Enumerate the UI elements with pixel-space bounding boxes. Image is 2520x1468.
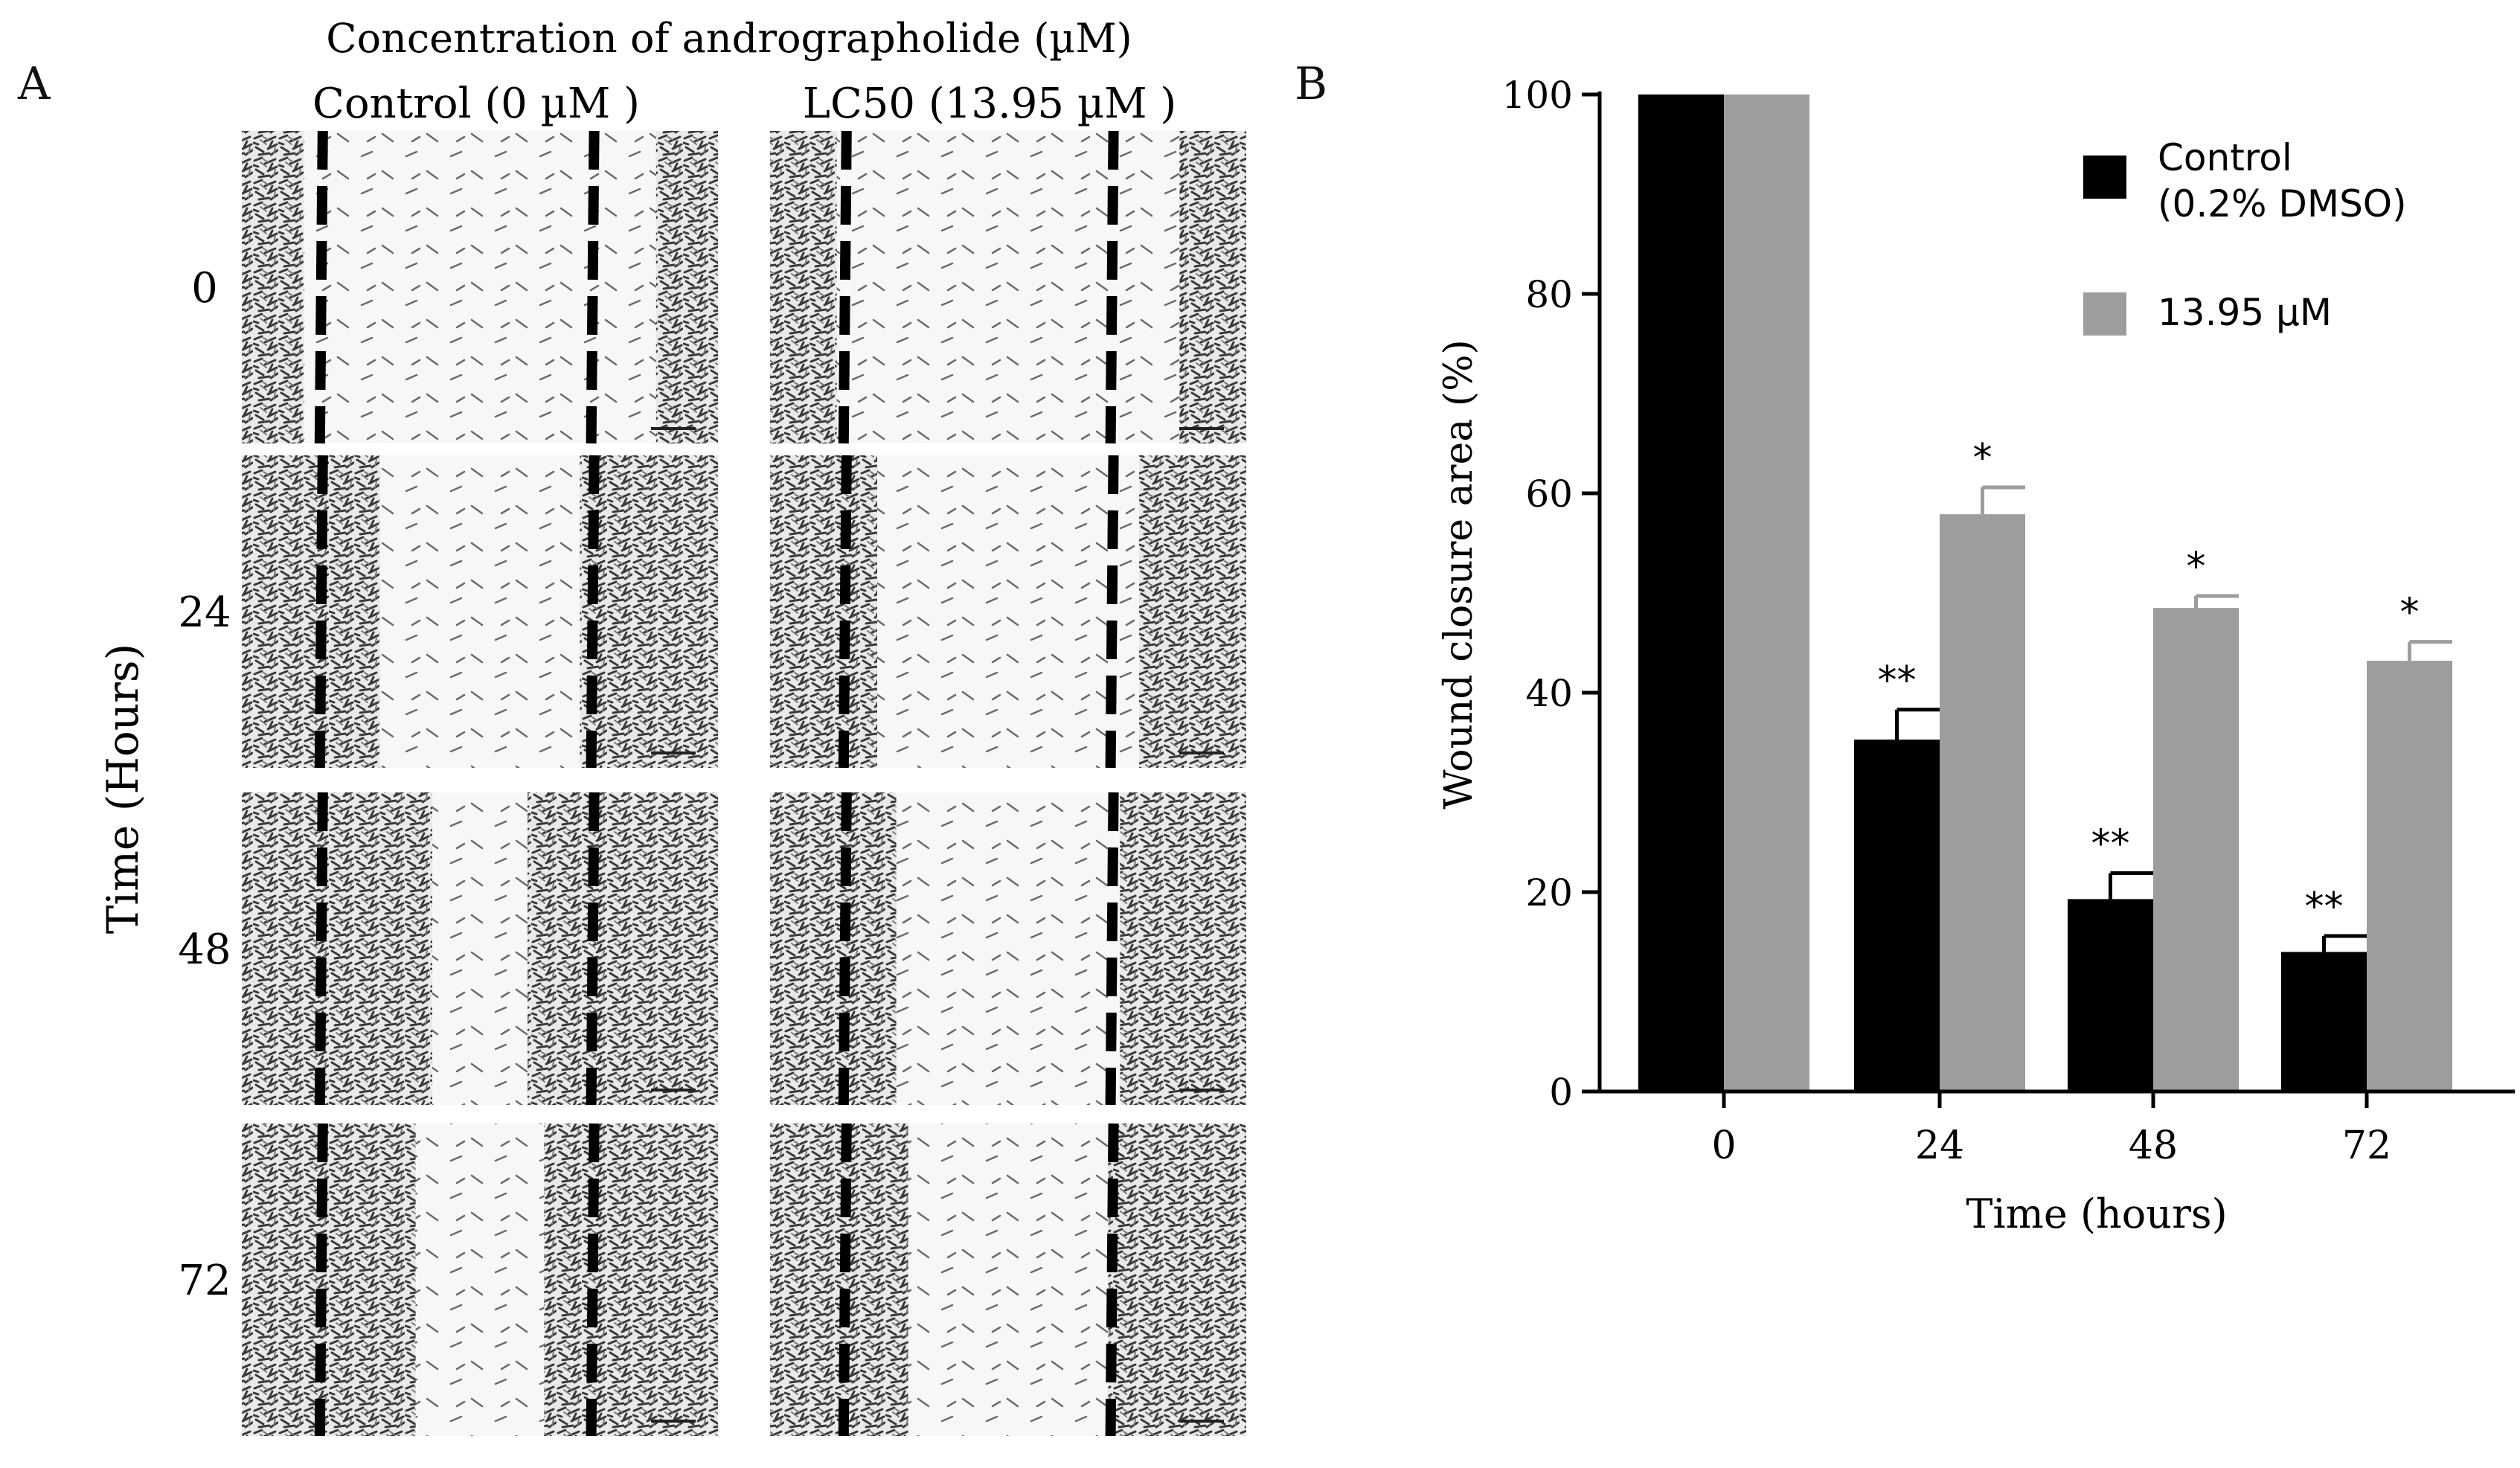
bar [2068,899,2153,1092]
wound-closure-chart: Wound closure area (%) Time (hours) ****… [1437,74,2515,1237]
x-tick-label: 72 [2342,1124,2391,1168]
significance-marker: ** [2305,885,2344,929]
significance-marker: * [1973,436,1992,481]
bar [2367,661,2452,1092]
legend-label: Control [2158,136,2292,179]
y-tick-label: 40 [1525,672,1573,715]
scratch-assay-figure: Concentration of andrographolide (µM) Co… [97,15,1246,1437]
y-tick-label: 20 [1525,871,1573,914]
row-label: 0 [191,264,218,312]
wound-gap [415,1124,545,1436]
y-tick-label: 100 [1502,74,1573,117]
significance-marker: ** [1878,658,1917,703]
micrograph-grid: 0 24 48 72 [178,130,1246,1437]
x-axis-label: Time (hours) [1966,1190,2227,1237]
y-tick-label: 80 [1525,273,1573,316]
significance-marker: * [2400,591,2420,635]
bar [1638,94,1724,1092]
panel-a-column-label-treated: LC50 (13.95 µM ) [803,80,1176,128]
significance-marker: ** [2091,822,2130,867]
y-tick-label: 0 [1549,1071,1573,1114]
wound-gap [432,792,528,1105]
legend: Control(0.2% DMSO) 13.95 µM [2083,136,2407,336]
legend-label: (0.2% DMSO) [2158,182,2407,225]
panel-a-column-label-control: Control (0 µM ) [312,80,640,128]
panel-a-row-axis-label: Time (Hours) [97,644,148,935]
wound-gap [379,455,580,768]
bar [2281,952,2367,1092]
axes-layer: 0 20 40 60 80 100 0 24 48 72 [1502,74,2515,1168]
bar [1940,514,2025,1092]
y-tick-label: 60 [1525,472,1573,516]
x-tick-label: 24 [1915,1124,1964,1168]
bars-layer: ********* [1638,94,2452,1092]
significance-marker: * [2187,545,2206,589]
row-label: 72 [178,1257,231,1305]
legend-swatch [2083,292,2126,336]
x-tick-label: 48 [2129,1124,2178,1168]
panel-b-letter: B [1295,58,1328,110]
wound-gap [304,131,656,443]
bar [2153,608,2239,1092]
wound-gap [877,455,1139,768]
x-tick-label: 0 [1711,1124,1736,1168]
panel-a-title: Concentration of andrographolide (µM) [326,15,1132,62]
bar [1854,739,1940,1092]
bar [1724,94,1809,1092]
row-label: 24 [178,589,231,637]
row-label: 48 [178,926,231,974]
y-axis-label: Wound closure area (%) [1437,339,1481,810]
wound-gap [896,792,1120,1105]
panel-a-letter: A [18,58,51,110]
wound-gap [836,131,1180,443]
wound-gap [908,1124,1109,1436]
legend-label: 13.95 µM [2158,291,2332,334]
legend-swatch [2083,156,2126,199]
